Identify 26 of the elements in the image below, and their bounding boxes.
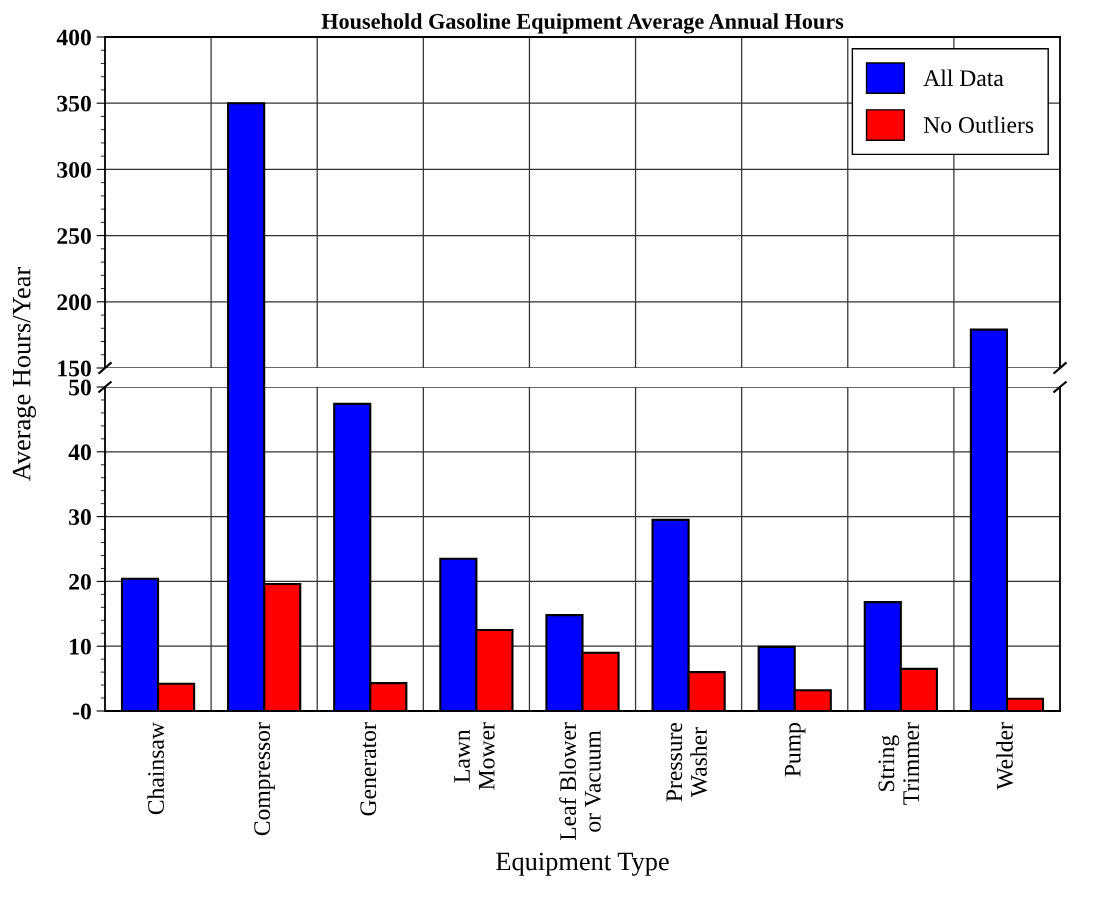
x-axis-title: Equipment Type xyxy=(496,852,669,876)
x-tick-label: Chainsaw xyxy=(147,722,164,815)
y-tick-label: 40 xyxy=(68,444,91,461)
y-axis-title: Average Hours/Year xyxy=(12,266,36,481)
y-tick-label: 250 xyxy=(57,228,91,245)
x-tick-label: String Trimmer xyxy=(878,722,920,805)
y-tick-label: 350 xyxy=(57,95,91,112)
chart-title: Household Gasoline Equipment Average Annual Hours xyxy=(321,13,844,34)
y-tick-label: -0 xyxy=(73,703,91,720)
y-tick-label: 150 xyxy=(58,360,91,377)
y-tick-label: 20 xyxy=(69,573,91,590)
y-tick-label: 50 xyxy=(69,379,91,396)
y-tick-label: 10 xyxy=(70,638,91,655)
legend-label: No Outliers xyxy=(923,116,1034,133)
legend-label: All Data xyxy=(923,69,1004,87)
y-tick-label: 400 xyxy=(56,29,91,46)
y-tick-label: 300 xyxy=(57,161,91,178)
x-tick-label: Welder xyxy=(996,722,1013,790)
x-tick-label: Pump xyxy=(784,723,806,777)
x-tick-label: Compressor xyxy=(254,722,275,836)
y-tick-label: 200 xyxy=(57,294,91,311)
x-tick-label: Pressure Washer xyxy=(666,722,707,802)
x-tick-label: Leaf Blower or Vacuum xyxy=(559,722,601,841)
x-tick-label: Generator xyxy=(360,722,377,816)
x-tick-label: Lawn Mower xyxy=(454,722,495,790)
y-tick-label: 30 xyxy=(69,509,91,526)
